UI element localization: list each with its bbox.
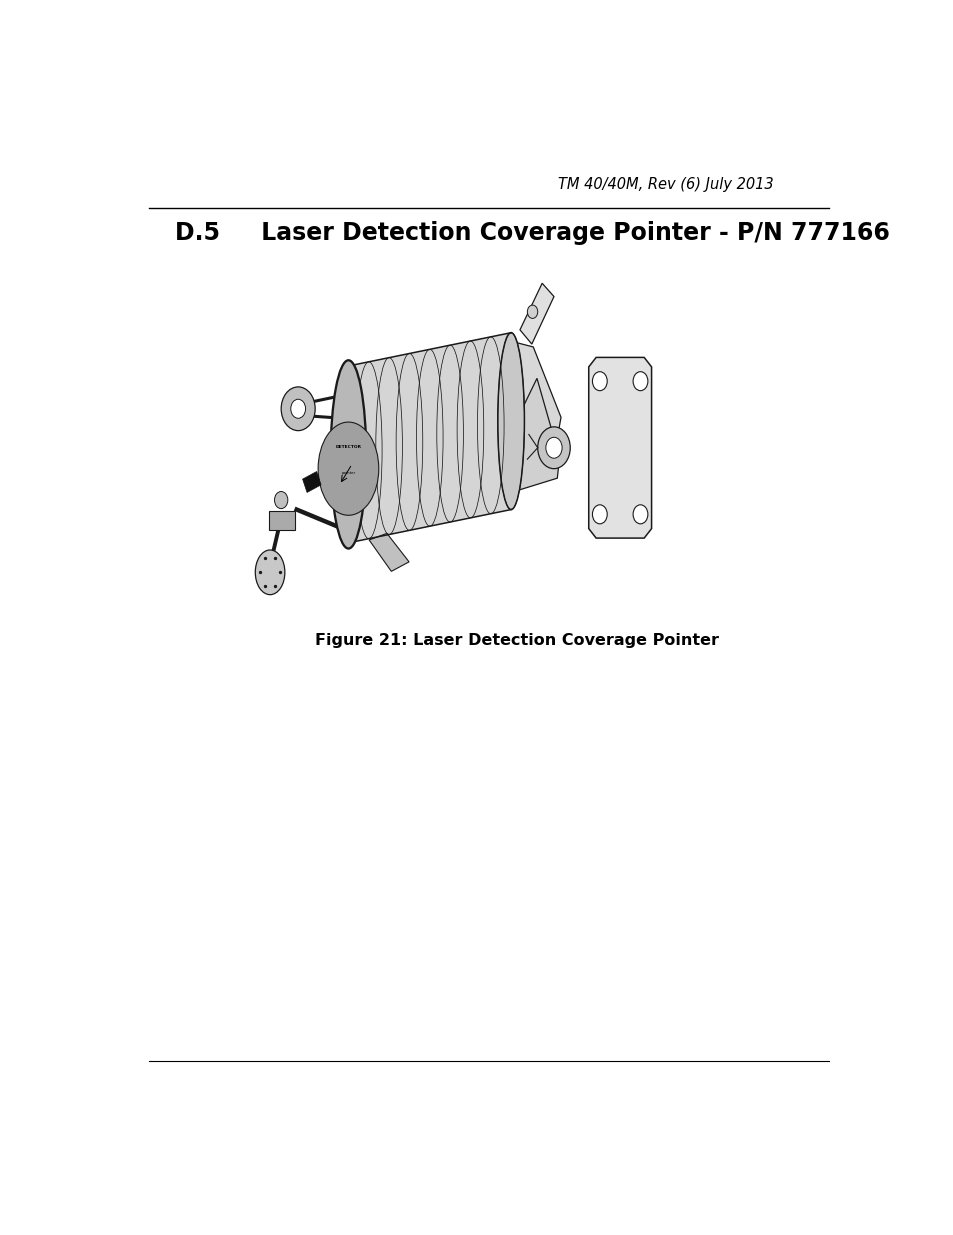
Circle shape [527, 305, 537, 319]
Polygon shape [507, 341, 560, 438]
Text: DETECTOR: DETECTOR [335, 445, 361, 448]
Text: pointer: pointer [341, 472, 355, 475]
Circle shape [633, 505, 647, 524]
Polygon shape [348, 332, 511, 543]
Circle shape [592, 505, 606, 524]
Polygon shape [511, 378, 559, 493]
Text: TM 40/40M, Rev (6) July 2013: TM 40/40M, Rev (6) July 2013 [558, 177, 773, 191]
Polygon shape [302, 472, 321, 493]
Polygon shape [369, 534, 409, 572]
Ellipse shape [497, 332, 524, 510]
Polygon shape [588, 357, 651, 538]
Circle shape [291, 399, 305, 419]
Circle shape [537, 427, 570, 468]
Ellipse shape [317, 422, 378, 515]
Ellipse shape [255, 550, 285, 595]
Ellipse shape [331, 361, 366, 548]
Circle shape [545, 437, 561, 458]
Circle shape [633, 372, 647, 390]
Ellipse shape [281, 387, 314, 431]
Circle shape [274, 492, 288, 509]
Circle shape [592, 372, 606, 390]
Text: D.5     Laser Detection Coverage Pointer - P/N 777166: D.5 Laser Detection Coverage Pointer - P… [174, 221, 888, 246]
Text: Figure 21: Laser Detection Coverage Pointer: Figure 21: Laser Detection Coverage Poin… [314, 634, 719, 648]
Polygon shape [519, 283, 554, 345]
Polygon shape [269, 510, 294, 530]
